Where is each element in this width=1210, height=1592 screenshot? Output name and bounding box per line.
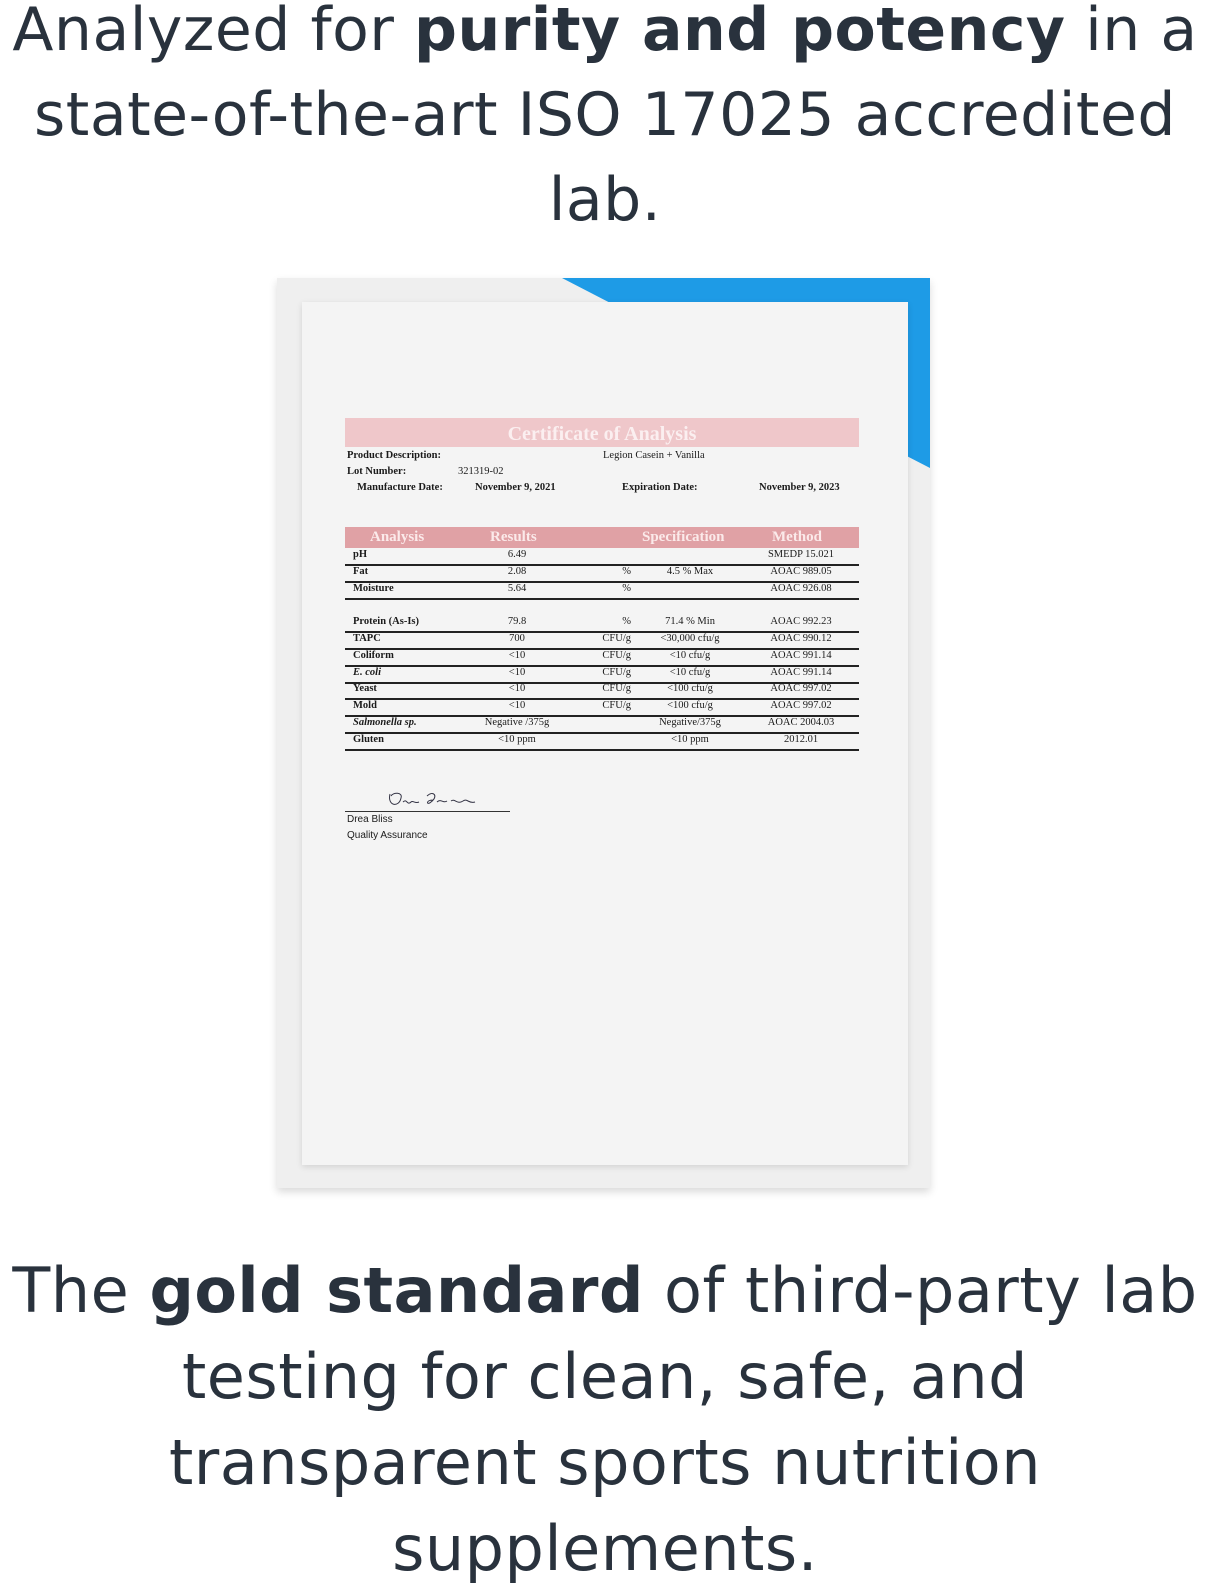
table-row: Yeast <10 CFU/g <100 cfu/g AOAC 997.02: [345, 682, 859, 700]
cell-analysis: Yeast: [353, 683, 377, 694]
cell-analysis: Salmonella sp.: [353, 717, 417, 728]
col-results: Results: [490, 529, 537, 545]
col-specification: Specification: [642, 529, 725, 545]
col-analysis: Analysis: [370, 529, 425, 545]
exp-value: November 9, 2023: [759, 482, 840, 493]
cell-unit: CFU/g: [602, 683, 631, 694]
table-row: pH 6.49 SMEDP 15.021: [345, 548, 859, 566]
mfg-value: November 9, 2021: [475, 482, 556, 493]
cell-analysis: Fat: [353, 566, 369, 577]
cell-analysis: Coliform: [353, 650, 394, 661]
cell-analysis: Mold: [353, 700, 377, 711]
product-label: Product Description:: [347, 450, 442, 461]
cell-unit: CFU/g: [602, 633, 631, 644]
table-row: Salmonella sp. Negative /375g Negative/375…: [345, 716, 859, 734]
headline-top-bold: purity and potency: [414, 0, 1066, 65]
lot-value: 321319-02: [458, 466, 504, 477]
headline-top-text-end: in a state-of-the-art ISO 17025 accredit…: [34, 0, 1198, 235]
cell-unit: CFU/g: [602, 667, 631, 678]
table-header: Analysis Results Specification Method: [345, 527, 859, 548]
cell-analysis: pH: [353, 549, 368, 560]
cell-analysis: TAPC: [353, 633, 381, 644]
mfg-label: Manufacture Date:: [357, 482, 443, 493]
signer-title: Quality Assurance: [347, 830, 428, 841]
signature: [389, 792, 476, 805]
cell-unit: %: [622, 616, 631, 627]
table-row: Moisture 5.64% AOAC 926.08: [345, 582, 859, 600]
cell-unit: CFU/g: [602, 650, 631, 661]
table-row: Gluten <10 ppm <10 ppm 2012.01: [345, 733, 859, 751]
table-row: Fat 2.08% 4.5 % Max AOAC 989.05: [345, 565, 859, 583]
table-row: Protein (As-Is) 79.8% 71.4 % Min AOAC 992.2…: [345, 615, 859, 633]
headline-bottom-bold: gold standard: [149, 1254, 644, 1327]
cell-unit: CFU/g: [602, 700, 631, 711]
table-row: E. coli <10 CFU/g <10 cfu/g AOAC 991.14: [345, 666, 859, 684]
exp-label: Expiration Date:: [622, 482, 698, 493]
signer-name: Drea Bliss: [347, 814, 393, 825]
table-row: Mold <10 CFU/g <100 cfu/g AOAC 997.02: [345, 699, 859, 717]
headline-bottom-text: The: [12, 1254, 150, 1327]
cell-unit: %: [622, 583, 631, 594]
cell-analysis: Gluten: [353, 734, 384, 745]
cell-unit: %: [622, 566, 631, 577]
headline-bottom: The gold standard of third-party lab tes…: [0, 1248, 1210, 1592]
lot-label: Lot Number:: [347, 466, 407, 477]
product-value: Legion Casein + Vanilla: [603, 450, 705, 461]
cell-analysis: Protein (As-Is): [353, 616, 420, 627]
table-row: TAPC 700 CFU/g <30,000 cfu/g AOAC 990.12: [345, 632, 859, 650]
cell-analysis: Moisture: [353, 583, 394, 594]
signature-line: [345, 811, 510, 812]
headline-top: Analyzed for purity and potency in a sta…: [0, 0, 1210, 243]
col-method: Method: [772, 529, 822, 545]
certificate-title: Certificate of Analysis: [345, 418, 859, 447]
headline-top-text: Analyzed for: [12, 0, 415, 65]
table-row: Coliform <10 CFU/g <10 cfu/g AOAC 991.14: [345, 649, 859, 667]
cell-analysis: E. coli: [353, 667, 381, 678]
